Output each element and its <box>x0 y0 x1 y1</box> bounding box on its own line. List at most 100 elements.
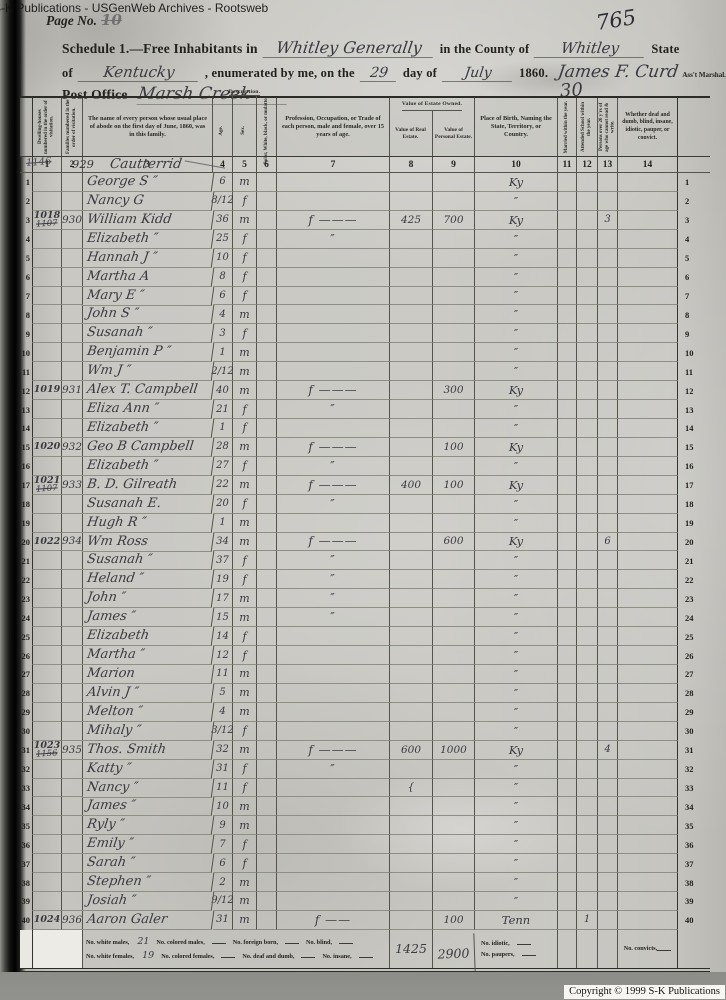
cell-color <box>257 229 277 249</box>
cell-school <box>577 267 598 287</box>
col-married-header: Married within the year. <box>558 98 577 156</box>
cell-school <box>577 797 598 817</box>
cell-color <box>257 210 277 230</box>
pre-row-dwelling-struck: 1146 <box>25 156 52 169</box>
cell-married <box>558 362 577 382</box>
window-title: S-K Publications - USGenWeb Archives - R… <box>0 1 269 15</box>
line-number-right: 24 <box>685 612 694 623</box>
cell-age: 6 <box>213 173 233 192</box>
cell-occupation: ″ <box>277 589 390 609</box>
cell-real-estate <box>390 854 433 874</box>
col-family-header: Families numbered in the order of visita… <box>62 98 83 156</box>
cell-family <box>62 664 83 684</box>
cell-age: 32 <box>213 740 233 760</box>
cell-sex: m <box>233 305 257 325</box>
cell-family: 934 <box>62 532 83 552</box>
cell-remarks <box>618 627 678 647</box>
cell-remarks <box>618 305 678 325</box>
line-number-right: 25 <box>685 631 694 642</box>
cell-real-estate: 600 <box>390 740 433 760</box>
line-number-right: 14 <box>685 423 694 434</box>
table-row: 5 Hannah J ″ 10 f ″ 5 <box>20 248 710 268</box>
cell-school <box>577 400 598 419</box>
cell-birthplace: ″ <box>475 854 558 874</box>
line-number-right: 30 <box>685 726 694 737</box>
cell-personal-estate: 100 <box>433 475 475 495</box>
cell-color <box>257 513 277 533</box>
table-row: 6 Martha A 8 f ″ 6 <box>20 267 710 287</box>
table-row: 27 Marion 11 m ″ 27 <box>20 664 710 684</box>
line-number-left: 11 <box>21 366 30 377</box>
cell-occupation: ″ <box>277 229 390 249</box>
cell-family <box>62 646 83 665</box>
cell-family <box>62 721 83 741</box>
cell-name: William Kidd <box>81 210 215 230</box>
cell-age: 25 <box>213 229 233 249</box>
cell-dwelling <box>32 854 62 874</box>
line-number-right: 38 <box>685 877 694 888</box>
cell-real-estate <box>390 683 433 703</box>
pre-row-name: Cautterrid <box>109 156 227 172</box>
cell-personal-estate: 1000 <box>433 740 475 760</box>
cell-real-estate: 400 <box>390 475 433 495</box>
cell-name: Mihaly ″ <box>81 721 215 741</box>
cell-birthplace: Ky <box>475 475 558 495</box>
cell-remarks <box>618 191 678 211</box>
cell-family <box>62 400 83 419</box>
cell-age: 5 <box>213 683 233 703</box>
cell-remarks <box>618 873 678 893</box>
line-number-left: 23 <box>21 593 31 604</box>
cell-school <box>577 646 598 665</box>
line-number-left: 21 <box>21 555 31 566</box>
cell-dwelling <box>32 892 62 911</box>
cell-school <box>577 456 598 476</box>
cell-birthplace: ″ <box>475 873 558 893</box>
cell-remarks <box>618 797 678 817</box>
footer-col10: No. idiotic, No. paupers, <box>475 929 558 968</box>
cell-school <box>577 778 598 798</box>
cell-birthplace: ″ <box>475 778 558 798</box>
line-number-right: 34 <box>685 801 694 812</box>
cell-school <box>577 173 598 192</box>
cell-age: 6 <box>213 286 233 306</box>
cell-school <box>577 873 598 893</box>
cell-school <box>577 229 598 249</box>
cell-married <box>558 418 577 438</box>
table-row: 29 Melton ″ 4 m ″ 29 <box>20 702 710 722</box>
cell-cannot-read: 6 <box>598 532 618 552</box>
cell-dwelling <box>32 286 62 306</box>
foreign-born-label: No. foreign born, <box>232 939 279 947</box>
cell-real-estate <box>390 343 433 363</box>
cell-name: B. D. Gilreath <box>81 475 215 495</box>
cell-personal-estate <box>433 608 475 628</box>
cell-color <box>257 683 277 703</box>
cell-remarks <box>618 400 678 419</box>
cell-birthplace: ″ <box>475 513 558 533</box>
cell-sex: f <box>233 551 257 571</box>
cell-color <box>257 494 277 514</box>
cell-cannot-read <box>598 173 618 192</box>
table-row: 7 Mary E ″ 6 f ″ 7 <box>20 286 710 306</box>
cell-real-estate <box>390 494 433 514</box>
line-number-left: 10 <box>21 347 31 358</box>
line-number-left: 4 <box>25 234 30 245</box>
cell-name: Katty ″ <box>81 759 215 779</box>
cell-age: 31 <box>213 759 233 779</box>
cell-school <box>577 305 598 325</box>
cell-name: Wm J ″ <box>81 362 215 382</box>
cell-cannot-read <box>598 835 618 855</box>
cell-remarks <box>618 362 678 382</box>
cell-cannot-read <box>598 494 618 514</box>
line-number-left: 22 <box>21 574 31 585</box>
cell-cannot-read <box>598 381 618 401</box>
col-color-header: Color, White, black, or mulatto. <box>263 96 269 165</box>
cell-cannot-read <box>598 437 618 457</box>
cell-occupation <box>277 816 390 836</box>
cell-family <box>62 702 83 722</box>
cell-married <box>558 664 577 684</box>
line-number-right: 15 <box>685 442 694 453</box>
table-row: 21 Susanah ″ 37 f ″ ″ 21 <box>20 551 710 571</box>
cell-personal-estate <box>433 892 475 911</box>
line-number-left: 34 <box>21 801 31 812</box>
cell-occupation: ″ <box>277 608 390 628</box>
